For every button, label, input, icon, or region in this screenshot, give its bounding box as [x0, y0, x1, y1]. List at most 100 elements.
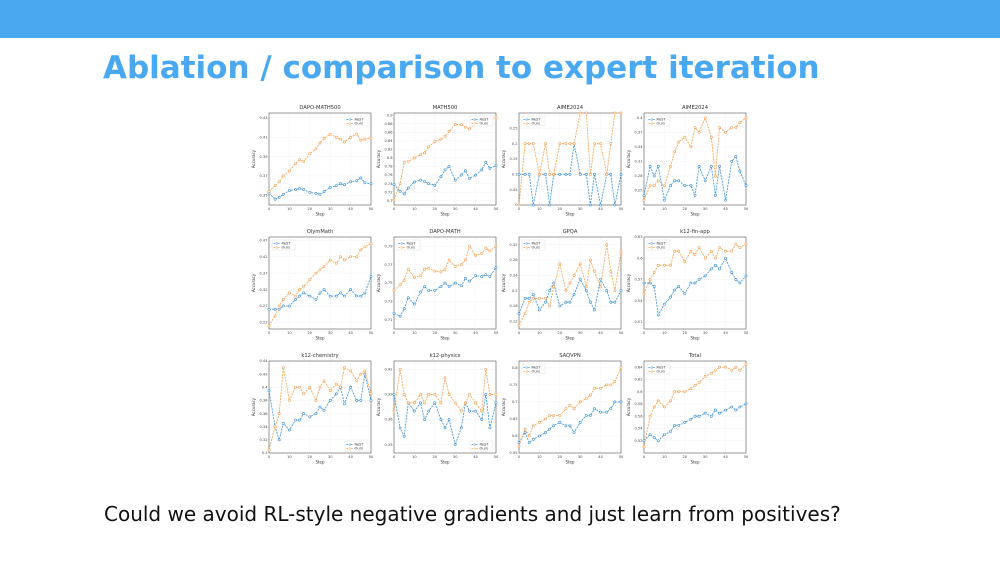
data-point: [648, 184, 652, 188]
data-point: [339, 182, 342, 186]
x-tick-label: 30: [703, 207, 708, 211]
data-point: [343, 183, 346, 187]
legend-label: ReST: [657, 242, 667, 246]
data-point: [349, 135, 353, 139]
data-point: [730, 160, 734, 163]
data-point: [693, 281, 697, 285]
legend-box: [344, 115, 369, 127]
data-point: [398, 426, 402, 430]
x-tick-label: 40: [598, 455, 603, 459]
data-point: [734, 126, 738, 129]
data-point: [558, 414, 562, 417]
y-axis-label: Accuracy: [501, 149, 506, 168]
data-point: [488, 426, 492, 430]
data-point: [662, 405, 666, 409]
data-point: [572, 431, 576, 434]
chart-panel: k12-chemistry 0.3 0.32 0.34 0.36 0.38 0.4 0.42 0…: [251, 353, 374, 465]
x-tick-label: 40: [473, 455, 478, 459]
data-point: [298, 418, 302, 422]
data-point: [318, 268, 322, 272]
data-point: [281, 192, 285, 196]
data-point: [267, 307, 271, 311]
y-tick-label: 0.64: [634, 365, 643, 369]
y-tick-label: 0.34: [634, 145, 643, 149]
data-point: [718, 246, 721, 250]
y-tick-label: 0.63: [634, 235, 642, 239]
data-point: [480, 168, 484, 172]
data-point: [406, 186, 410, 190]
data-point: [474, 274, 478, 278]
y-tick-label: 0.25: [509, 127, 517, 131]
x-tick-label: 40: [598, 331, 603, 335]
data-point: [724, 130, 728, 134]
x-tick-label: 30: [453, 455, 458, 459]
data-point: [523, 431, 527, 434]
data-point: [427, 288, 431, 292]
data-point: [744, 402, 748, 406]
data-point: [564, 172, 568, 176]
data-point: [605, 243, 609, 247]
data-point: [697, 278, 701, 281]
legend-marker: [473, 447, 476, 450]
data-point: [453, 265, 457, 268]
series-line-rest: [644, 257, 747, 317]
data-point: [697, 246, 701, 250]
y-tick-label: 0.32: [259, 438, 267, 442]
data-point: [738, 368, 742, 372]
data-point: [398, 189, 402, 193]
y-tick-label: 0.15: [509, 157, 517, 161]
data-point: [527, 441, 531, 445]
legend-label: ReST: [407, 242, 417, 246]
data-point: [322, 379, 326, 383]
data-point: [697, 414, 701, 418]
data-point: [568, 424, 572, 428]
data-point: [652, 405, 656, 409]
data-point: [578, 172, 582, 176]
x-tick-label: 20: [433, 331, 438, 335]
data-point: [302, 160, 306, 163]
data-point: [298, 385, 302, 389]
data-point: [724, 198, 728, 202]
legend-marker: [348, 443, 351, 446]
data-point: [693, 193, 697, 197]
data-point: [584, 172, 588, 176]
data-point: [273, 314, 277, 318]
data-point: [419, 274, 422, 278]
data-point: [369, 392, 373, 396]
data-point: [703, 411, 707, 415]
data-point: [703, 274, 707, 278]
data-point: [613, 111, 617, 115]
data-point: [523, 296, 527, 300]
data-point: [398, 283, 402, 287]
data-point: [744, 274, 748, 278]
data-point: [613, 203, 617, 207]
data-point: [412, 401, 416, 405]
data-point: [537, 296, 541, 300]
data-point: [474, 253, 478, 257]
y-tick-label: 0.8: [387, 156, 393, 160]
data-point: [693, 384, 697, 387]
legend-marker: [650, 366, 653, 369]
x-tick-label: 30: [328, 331, 333, 335]
data-point: [552, 285, 556, 289]
y-tick-label: 0.9: [387, 113, 393, 117]
legend-label: Ours: [407, 246, 416, 250]
x-tick-label: 20: [433, 207, 438, 211]
x-tick-label: 10: [662, 207, 667, 211]
data-point: [281, 298, 285, 301]
data-point: [308, 294, 312, 298]
y-tick-label: 0.36: [259, 412, 268, 416]
plot-frame: [393, 112, 497, 206]
data-point: [494, 393, 498, 396]
data-point: [277, 438, 281, 442]
data-point: [277, 180, 281, 184]
x-tick-label: 50: [369, 455, 374, 459]
legend-box: [469, 115, 494, 127]
data-point: [564, 300, 568, 304]
plot-frame: [643, 112, 747, 206]
data-point: [537, 420, 541, 424]
x-tick-label: 10: [412, 207, 417, 211]
data-point: [738, 405, 742, 409]
data-point: [517, 441, 521, 445]
data-point: [363, 291, 367, 295]
